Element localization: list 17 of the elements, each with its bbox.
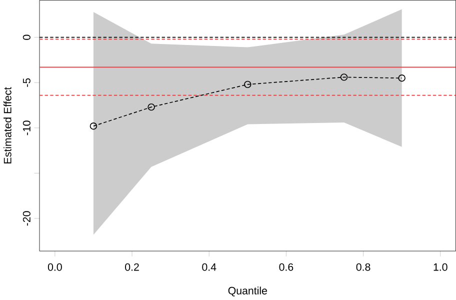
x-axis-title: Quantile: [228, 286, 267, 296]
y-tick-label: 0: [22, 34, 30, 40]
y-axis-title: Estimated Effect: [4, 87, 12, 164]
point: [90, 122, 98, 130]
y-tick-label: -10: [22, 120, 30, 136]
y-tick-label: -20: [22, 211, 30, 226]
point: [340, 74, 348, 81]
x-tick-label: 1.0: [434, 263, 448, 271]
y-tick-label: -5: [23, 78, 30, 87]
x-tick-label: 0.6: [279, 263, 294, 271]
x-tick-label: 0.0: [48, 263, 62, 271]
point: [398, 74, 406, 82]
point: [148, 103, 155, 111]
point: [244, 80, 252, 88]
x-tick-label: 0.8: [356, 263, 370, 271]
x-tick-label: 0.4: [202, 263, 216, 271]
x-tick-label: 0.2: [125, 263, 139, 271]
